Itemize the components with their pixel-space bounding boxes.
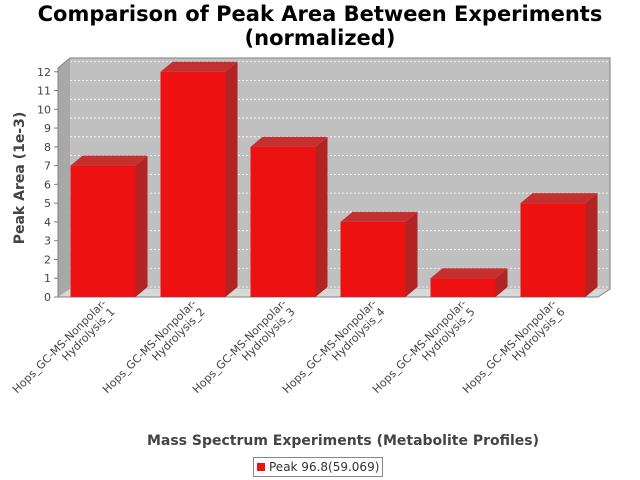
bar-front [70,165,136,297]
y-tick-label: 10 [37,103,51,116]
y-axis-label: Peak Area (1e-3) [12,112,28,245]
y-tick-label: 8 [44,141,51,154]
x-tick-label: Hops_GC-MS-Nonpolar-Hydrolysis_6 [460,297,568,405]
bar-top [340,211,418,222]
y-tick-label: 4 [44,216,51,229]
legend: Peak 96.8(59.069) [253,457,384,477]
bar [160,61,238,298]
bar-top [430,268,508,279]
bar-front [250,146,316,297]
bar-front [160,71,226,298]
bar [520,193,598,297]
bar-side [405,211,418,297]
y-tick-label: 5 [44,197,51,210]
bar-front [430,278,496,297]
x-tick-label-line: Hops_GC-MS-Nonpolar- [280,297,379,396]
bar-front [340,221,406,297]
x-tick-label-line: Hops_GC-MS-Nonpolar- [190,297,289,396]
x-tick-label-line: Hops_GC-MS-Nonpolar- [100,297,199,396]
chart-title-line-1: Comparison of Peak Area Between Experime… [37,2,603,26]
chart-title: Comparison of Peak Area Between Experime… [0,2,640,50]
y-tick-label: 0 [44,291,51,304]
bar [250,136,328,297]
y-tick-label: 3 [44,235,51,248]
x-tick-label-line: Hops_GC-MS-Nonpolar- [370,297,469,396]
bars [70,61,598,298]
gridlines [70,61,610,288]
bar-side [495,268,508,297]
bar-side [225,61,238,298]
y-tick-label: 7 [44,160,51,173]
y-tick-label: 1 [44,272,51,285]
bar-side [585,193,598,297]
bar [340,211,418,297]
legend-swatch [257,463,265,471]
y-tick-label: 2 [44,253,51,266]
bar [430,268,508,297]
bar-top [250,136,328,147]
bar [70,155,148,297]
bar-side [315,136,328,297]
y-tick-label: 9 [44,122,51,135]
x-tick-labels: Hops_GC-MS-Nonpolar-Hydrolysis_1Hops_GC-… [10,297,568,405]
x-tick-label-line: Hops_GC-MS-Nonpolar- [10,297,109,396]
bar-front [520,203,586,297]
bar-top [70,155,148,166]
bar-top [520,193,598,204]
y-tick-label: 12 [37,66,51,79]
chart-title-line-2: (normalized) [244,26,396,50]
legend-label: Peak 96.8(59.069) [269,460,380,474]
plot-left-wall [58,58,70,297]
x-tick-label-line: Hops_GC-MS-Nonpolar- [460,297,559,396]
y-tick-label: 11 [37,85,51,98]
x-axis-label: Mass Spectrum Experiments (Metabolite Pr… [147,433,539,449]
y-tick-label: 6 [44,178,51,191]
bar-top [160,61,238,72]
bar-side [135,155,148,297]
